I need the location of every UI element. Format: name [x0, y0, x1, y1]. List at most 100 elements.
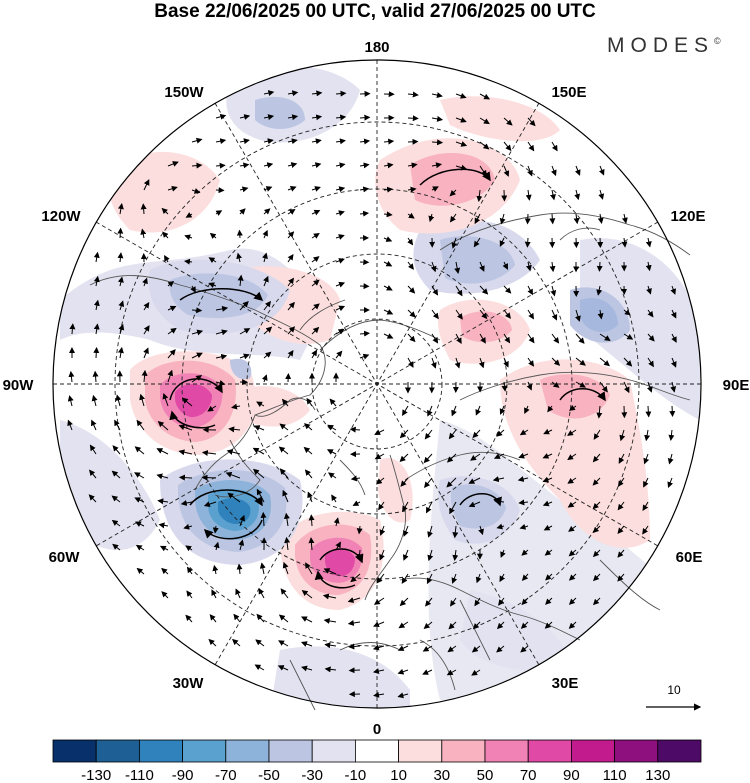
wind-vector [568, 573, 577, 581]
wind-vector [426, 573, 433, 585]
wind-vector [524, 405, 530, 414]
wind-vector [373, 691, 385, 698]
wind-vector [287, 254, 294, 263]
wind-vector [645, 261, 652, 272]
wind-vector [117, 276, 124, 287]
wind-vector [524, 237, 531, 248]
wind-vector [203, 501, 217, 507]
wind-vector [647, 333, 655, 342]
wind-vector [335, 281, 346, 288]
wind-vector [311, 90, 323, 97]
colorbar-tick-label: 50 [477, 767, 494, 783]
wind-vector [550, 165, 557, 177]
wind-vector [521, 597, 529, 606]
wind-vector [378, 501, 385, 511]
wind-vector [308, 537, 315, 551]
wind-vector [424, 477, 433, 489]
wind-vector [374, 429, 385, 435]
wind-vector [359, 162, 370, 169]
wind-vector [215, 329, 228, 336]
wind-vector [136, 419, 145, 431]
wind-vector [258, 587, 265, 599]
wind-vector [646, 285, 652, 295]
wind-vector [304, 469, 313, 479]
wind-vector [521, 549, 529, 556]
wind-vector [190, 285, 196, 293]
wind-vector [617, 573, 625, 582]
colorbar-tick-label: -10 [345, 767, 367, 783]
wind-vector [263, 351, 272, 359]
wind-vector [89, 444, 97, 455]
wind-vector [287, 162, 298, 168]
wind-vector [407, 186, 417, 193]
wind-vector [403, 525, 409, 537]
wind-vector [407, 91, 419, 98]
wind-vector [527, 141, 535, 152]
wind-vector [645, 405, 652, 418]
wind-vector [623, 333, 634, 340]
wind-vector [356, 525, 363, 535]
wind-vector [359, 186, 370, 193]
wind-vector [136, 567, 145, 575]
lon-label-90e: 90E [723, 377, 750, 394]
reference-vector: 10 [646, 683, 702, 711]
wind-vector [300, 641, 313, 647]
wind-vector [479, 141, 490, 150]
wind-vector [91, 419, 97, 431]
wind-vector [496, 645, 505, 653]
wind-vector [335, 186, 346, 193]
wind-vector [226, 449, 241, 455]
wind-vector [520, 621, 529, 629]
wind-vector [324, 642, 337, 649]
wind-vector [617, 501, 625, 511]
wind-vector [567, 429, 577, 436]
wind-vector [254, 664, 265, 671]
wind-vector [503, 333, 511, 344]
anomaly-fields [60, 66, 700, 708]
wind-vector [215, 305, 229, 312]
wind-vector [256, 613, 265, 623]
wind-vector [117, 252, 124, 263]
wind-vector [335, 210, 345, 216]
wind-vector [162, 392, 169, 407]
wind-vector [446, 453, 457, 463]
wind-vector [68, 370, 75, 383]
brand-mark: © [714, 36, 721, 46]
wind-vector [256, 401, 265, 408]
wind-vector [162, 231, 169, 239]
wind-vector [669, 405, 676, 418]
colorbar-tick-label: -110 [125, 767, 154, 783]
wind-vector [593, 573, 601, 582]
wind-vector [372, 668, 385, 675]
wind-vector [191, 352, 203, 359]
wind-vector [112, 543, 121, 551]
wind-vector [468, 477, 481, 484]
wind-vector [239, 208, 246, 215]
wind-vector [236, 252, 243, 263]
wind-vector [215, 353, 228, 360]
wind-vector [407, 261, 414, 270]
wind-vector [236, 229, 243, 239]
wind-vector [140, 228, 147, 239]
wind-vector [397, 668, 409, 675]
wind-vector [112, 445, 121, 455]
wind-vector [431, 309, 439, 320]
wind-vector [178, 424, 193, 431]
wind-vector [520, 645, 529, 653]
wind-vector [287, 90, 299, 97]
colorbar-tick-label: 110 [603, 767, 627, 783]
wind-vector [143, 347, 149, 359]
wind-vector [503, 357, 509, 368]
wind-vector [93, 275, 100, 287]
wind-vector [567, 453, 577, 461]
wind-vector [623, 357, 633, 367]
wind-vector [423, 621, 433, 630]
wind-vector [167, 161, 179, 167]
wind-vector [376, 573, 385, 584]
wind-vector [233, 613, 241, 623]
wind-vector [503, 309, 511, 319]
wind-vector [118, 300, 125, 311]
wind-vector [261, 374, 268, 383]
wind-vector [574, 189, 581, 201]
wind-vector [347, 620, 361, 626]
